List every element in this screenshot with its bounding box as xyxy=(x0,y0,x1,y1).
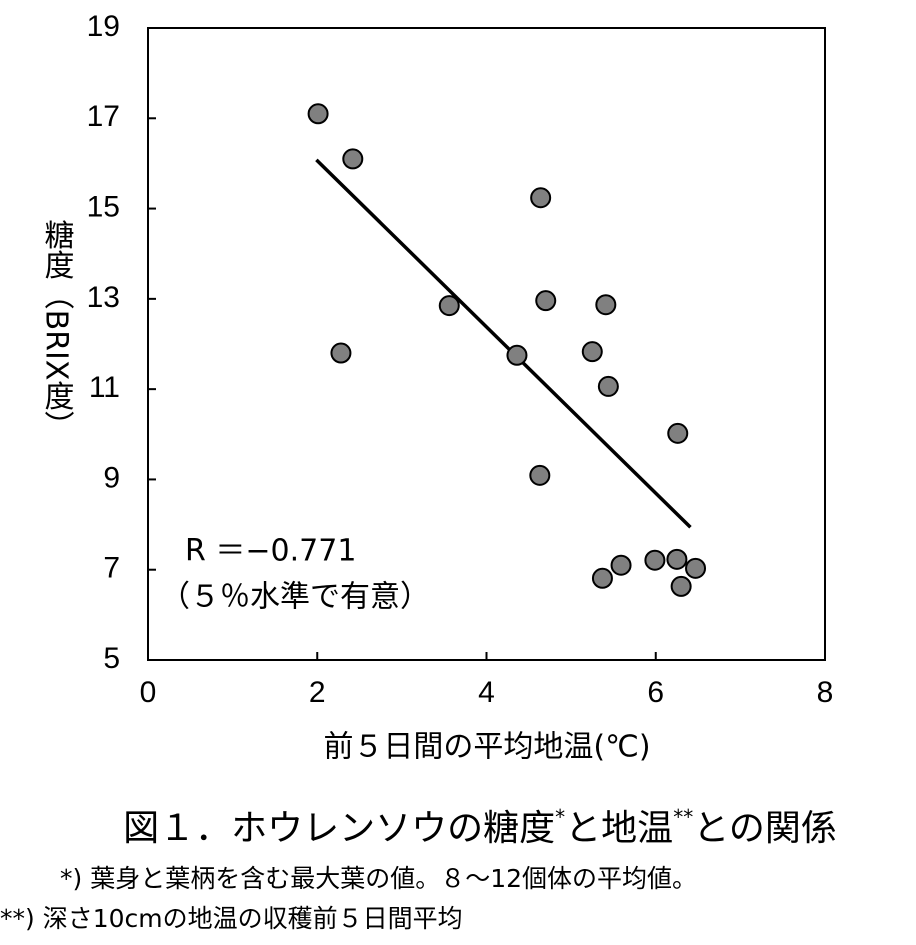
data-point xyxy=(529,464,551,486)
data-point xyxy=(535,290,557,312)
title-part: ** xyxy=(673,805,693,829)
data-point xyxy=(595,294,617,316)
y-tick-label: 13 xyxy=(87,281,120,314)
data-point xyxy=(581,341,603,363)
title-part: * xyxy=(555,805,565,829)
x-tick-label: 4 xyxy=(478,676,495,709)
annotation: （５％水準で有意） xyxy=(160,580,430,615)
annotation: R ＝−0.771 xyxy=(185,534,356,569)
footnote: *) 葉身と葉柄を含む最大葉の値。８～12個体の平均値。 xyxy=(60,864,697,893)
data-point xyxy=(591,567,613,589)
x-tick-label: 0 xyxy=(140,676,157,709)
data-point xyxy=(506,344,528,366)
data-point xyxy=(685,557,707,579)
data-point xyxy=(438,295,460,317)
data-point xyxy=(530,187,552,209)
data-point xyxy=(342,148,364,170)
data-point xyxy=(610,554,632,576)
data-point xyxy=(307,103,329,125)
data-point xyxy=(667,422,689,444)
x-tick-label: 6 xyxy=(647,676,664,709)
data-point xyxy=(597,375,619,397)
data-point xyxy=(644,549,666,571)
x-tick-label: 8 xyxy=(817,676,834,709)
x-axis-label: 前５日間の平均地温(℃) xyxy=(323,730,650,765)
y-tick-label: 7 xyxy=(103,552,120,585)
y-axis-label: 糖度（BRIX度） xyxy=(39,220,75,441)
footnote: **) 深さ10cmの地温の収穫前５日間平均 xyxy=(0,904,463,933)
chart-title: 図１．ホウレンソウの糖度*と地温**との関係 xyxy=(123,805,837,850)
y-tick-label: 9 xyxy=(103,461,120,494)
title-part: と地温 xyxy=(565,808,673,849)
y-tick-label: 5 xyxy=(103,642,120,675)
y-tick-label: 19 xyxy=(87,10,120,43)
y-tick-label: 15 xyxy=(87,190,120,223)
y-tick-label: 11 xyxy=(89,371,120,404)
x-tick-label: 2 xyxy=(309,676,326,709)
data-point xyxy=(330,342,352,364)
data-point xyxy=(670,575,692,597)
trend-line xyxy=(315,158,692,529)
y-tick-label: 17 xyxy=(87,100,120,133)
title-part: との関係 xyxy=(693,808,837,849)
data-point xyxy=(666,548,688,570)
title-part: 図１．ホウレンソウの糖度 xyxy=(123,808,555,849)
